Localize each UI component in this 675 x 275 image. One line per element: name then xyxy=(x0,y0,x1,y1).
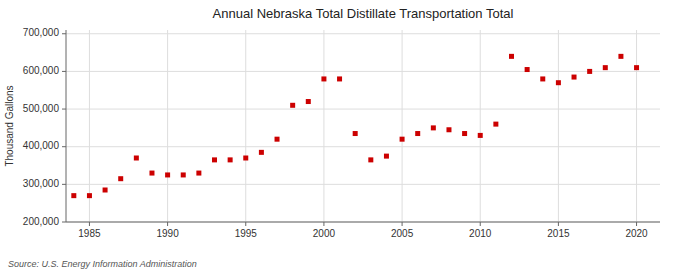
grid-line xyxy=(66,222,660,223)
point xyxy=(446,127,451,132)
point xyxy=(165,172,170,177)
point xyxy=(321,76,326,81)
point xyxy=(337,76,342,81)
point xyxy=(149,171,154,176)
tick-mark xyxy=(62,71,66,72)
point xyxy=(587,69,592,74)
tick-label: 2000 xyxy=(313,228,336,239)
tick-mark xyxy=(167,222,168,226)
point xyxy=(618,54,623,59)
tick-label: 2020 xyxy=(625,228,648,239)
tick-label: 1985 xyxy=(78,228,101,239)
point xyxy=(259,150,264,155)
tick-mark xyxy=(558,222,559,226)
grid-line xyxy=(480,30,481,222)
tick-mark xyxy=(62,184,66,185)
point xyxy=(634,65,639,70)
tick-label: 2015 xyxy=(547,228,570,239)
point xyxy=(118,176,123,181)
grid-line xyxy=(636,30,637,222)
points xyxy=(71,54,639,198)
point xyxy=(493,122,498,127)
point xyxy=(71,193,76,198)
tick-mark xyxy=(62,33,66,34)
y-axis: 200,000 300,000 400,000 500,000 600,000 700,0… xyxy=(23,27,66,226)
point xyxy=(228,157,233,162)
tick-mark xyxy=(402,222,403,226)
point xyxy=(431,125,436,130)
chart-svg: 200,000 300,000 400,000 500,000 600,000 700,0… xyxy=(0,0,675,275)
point xyxy=(400,137,405,142)
tick-label: 300,000 xyxy=(23,178,60,189)
point xyxy=(103,188,108,193)
point xyxy=(212,157,217,162)
point xyxy=(525,67,530,72)
point xyxy=(196,171,201,176)
point xyxy=(290,103,295,108)
tick-label: 1990 xyxy=(156,228,179,239)
grid-line xyxy=(66,109,660,110)
point xyxy=(572,75,577,80)
tick-label: 600,000 xyxy=(23,65,60,76)
tick-label: 2005 xyxy=(391,228,414,239)
tick-mark xyxy=(323,222,324,226)
grid-line xyxy=(558,30,559,222)
grid-line xyxy=(323,30,324,222)
point xyxy=(134,156,139,161)
point xyxy=(275,137,280,142)
point xyxy=(181,172,186,177)
point xyxy=(384,154,389,159)
grid-line xyxy=(245,30,246,222)
point xyxy=(478,133,483,138)
tick-label: 700,000 xyxy=(23,27,60,38)
grid xyxy=(66,30,660,222)
tick-mark xyxy=(245,222,246,226)
chart-container: 200,000 300,000 400,000 500,000 600,000 700,0… xyxy=(0,0,675,275)
point xyxy=(556,80,561,85)
point xyxy=(306,99,311,104)
tick-mark xyxy=(636,222,637,226)
point xyxy=(353,131,358,136)
tick-mark xyxy=(89,222,90,226)
grid-line xyxy=(66,71,660,72)
point xyxy=(603,65,608,70)
point xyxy=(509,54,514,59)
x-axis-line xyxy=(66,222,660,223)
tick-mark xyxy=(62,146,66,147)
tick-label: 500,000 xyxy=(23,103,60,114)
point xyxy=(462,131,467,136)
source-note: Source: U.S. Energy Information Administ… xyxy=(8,259,197,269)
tick-label: 400,000 xyxy=(23,140,60,151)
point xyxy=(415,131,420,136)
x-axis: 1985 1990 1995 2000 2005 2010 2015 2020 xyxy=(66,222,660,239)
grid-line xyxy=(66,33,660,34)
point xyxy=(540,76,545,81)
grid-line xyxy=(66,146,660,147)
grid-line xyxy=(167,30,168,222)
tick-label: 2010 xyxy=(469,228,492,239)
y-axis-line xyxy=(66,30,67,222)
point xyxy=(243,156,248,161)
grid-line xyxy=(402,30,403,222)
tick-label: 200,000 xyxy=(23,216,60,227)
tick-mark xyxy=(480,222,481,226)
grid-line xyxy=(66,184,660,185)
point xyxy=(87,193,92,198)
point xyxy=(368,157,373,162)
tick-label: 1995 xyxy=(235,228,258,239)
title: Annual Nebraska Total Distillate Transpo… xyxy=(213,6,514,21)
y-axis-label: Thousand Gallons xyxy=(4,85,15,166)
tick-mark xyxy=(62,109,66,110)
tick-mark xyxy=(62,222,66,223)
